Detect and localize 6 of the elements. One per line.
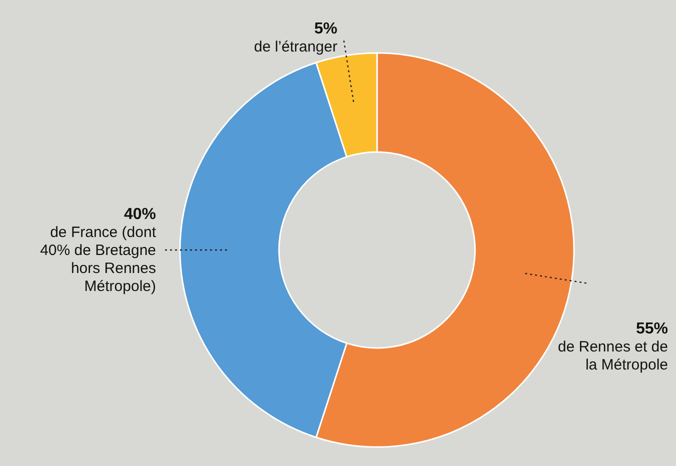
data-label: 40% [124,206,156,223]
data-label: 55% [636,320,668,338]
slice-label: de l’étranger [254,38,338,56]
slice-label: de Rennes et de la Métropole [558,338,668,374]
data-label: 5% [314,20,338,38]
slice-label: de France (dont 40% de Bretagne hors Rennes Métropole) [40,224,157,295]
